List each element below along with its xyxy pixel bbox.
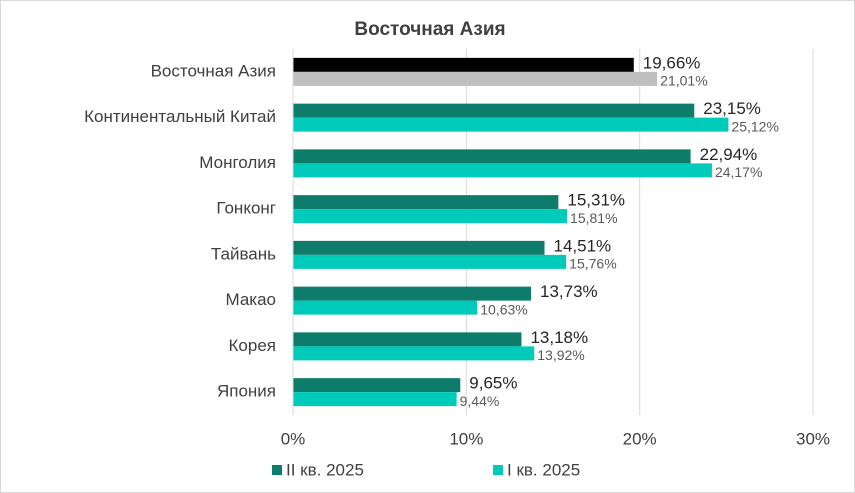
y-tick-label: Монголия: [199, 153, 276, 172]
y-tick-label: Макао: [225, 290, 276, 309]
y-tick-label: Восточная Азия: [151, 61, 276, 80]
bar: [293, 57, 634, 72]
y-tick-label: Япония: [217, 382, 276, 401]
bar: [293, 209, 568, 224]
data-label: 13,92%: [537, 347, 584, 363]
data-label: 10,63%: [480, 301, 527, 317]
bar: [293, 346, 535, 361]
data-label: 25,12%: [731, 118, 778, 134]
bar: [293, 300, 478, 315]
bar: [293, 163, 712, 178]
x-tick-label: 30%: [796, 429, 830, 448]
bar: [293, 149, 691, 164]
bar: [293, 392, 457, 407]
bar: [293, 378, 461, 393]
bar: [293, 103, 695, 118]
bar: [293, 254, 567, 269]
data-label: 15,31%: [567, 191, 625, 210]
bar: [293, 332, 522, 347]
bar: [293, 286, 531, 301]
data-label: 9,65%: [469, 374, 517, 393]
data-label: 22,94%: [700, 145, 758, 164]
data-label: 19,66%: [643, 53, 701, 72]
data-label: 13,18%: [530, 328, 588, 347]
chart-title: Восточная Азия: [354, 19, 505, 40]
y-tick-label: Гонконг: [216, 199, 276, 218]
y-tick-label: Тайвань: [211, 244, 276, 263]
bar: [293, 117, 729, 132]
data-label: 13,73%: [540, 282, 598, 301]
legend-label: II кв. 2025: [286, 460, 364, 479]
data-label: 14,51%: [554, 236, 612, 255]
legend-swatch: [493, 465, 503, 475]
data-label: 15,81%: [570, 210, 617, 226]
y-tick-label: Континентальный Китай: [84, 107, 276, 126]
bar: [293, 71, 658, 86]
x-tick-label: 20%: [623, 429, 657, 448]
data-label: 15,76%: [569, 256, 616, 272]
x-tick-label: 10%: [449, 429, 483, 448]
legend-swatch: [272, 465, 282, 475]
legend-label: I кв. 2025: [507, 460, 580, 479]
x-tick-label: 0%: [281, 429, 306, 448]
y-tick-label: Корея: [229, 336, 276, 355]
data-label: 9,44%: [460, 393, 500, 409]
bar: [293, 240, 545, 255]
data-label: 23,15%: [703, 99, 761, 118]
data-label: 24,17%: [715, 164, 762, 180]
data-label: 21,01%: [660, 73, 707, 89]
bar: [293, 195, 559, 210]
